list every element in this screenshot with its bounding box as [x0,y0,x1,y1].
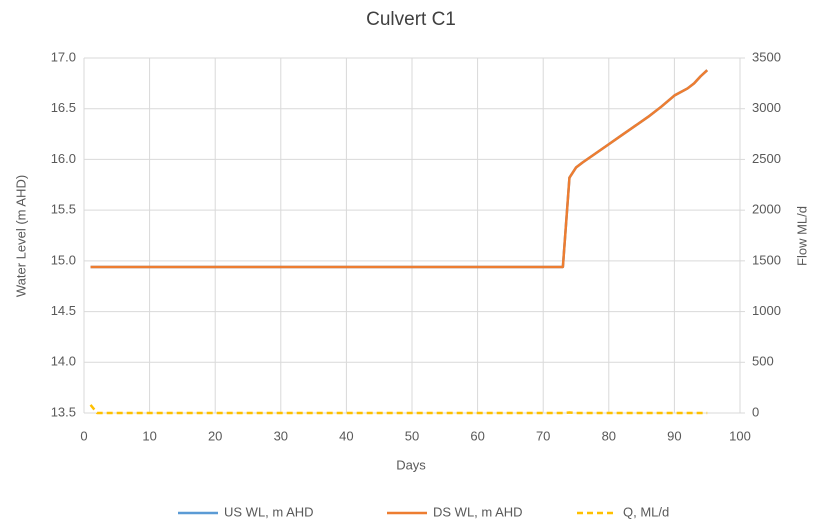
y-tick-label: 14.5 [51,303,76,318]
series-line [90,69,709,269]
y2-axis-label: Flow ML/d [794,206,809,266]
legend-label: Q, ML/d [623,504,669,519]
y-tick-label: 17.0 [51,49,76,64]
y-tick-label: 13.5 [51,404,76,419]
chart-title: Culvert C1 [366,9,456,30]
x-tick-label: 90 [667,428,681,443]
x-tick-label: 40 [339,428,353,443]
y2-tick-label: 500 [752,354,774,369]
series-line [89,404,708,415]
x-tick-label: 50 [405,428,419,443]
x-tick-label: 10 [142,428,156,443]
x-axis-label: Days [396,457,426,472]
y2-tick-label: 3000 [752,100,781,115]
y-tick-label: 16.0 [51,151,76,166]
x-tick-label: 30 [274,428,288,443]
legend-label: DS WL, m AHD [433,504,523,519]
x-tick-label: 0 [80,428,87,443]
y2-tick-label: 2500 [752,151,781,166]
y2-tick-label: 1500 [752,252,781,267]
y2-tick-label: 3500 [752,49,781,64]
y2-tick-label: 0 [752,404,759,419]
x-tick-label: 60 [470,428,484,443]
x-tick-label: 80 [602,428,616,443]
legend-label: US WL, m AHD [224,504,314,519]
x-tick-label: 20 [208,428,222,443]
y-tick-label: 15.5 [51,202,76,217]
x-tick-label: 70 [536,428,550,443]
y-tick-label: 15.0 [51,252,76,267]
y-axis-label: Water Level (m AHD) [13,175,28,297]
y2-tick-label: 2000 [752,202,781,217]
series-line [90,69,709,269]
y2-tick-label: 1000 [752,303,781,318]
y-tick-label: 16.5 [51,100,76,115]
y-tick-label: 14.0 [51,354,76,369]
x-tick-label: 100 [729,428,751,443]
